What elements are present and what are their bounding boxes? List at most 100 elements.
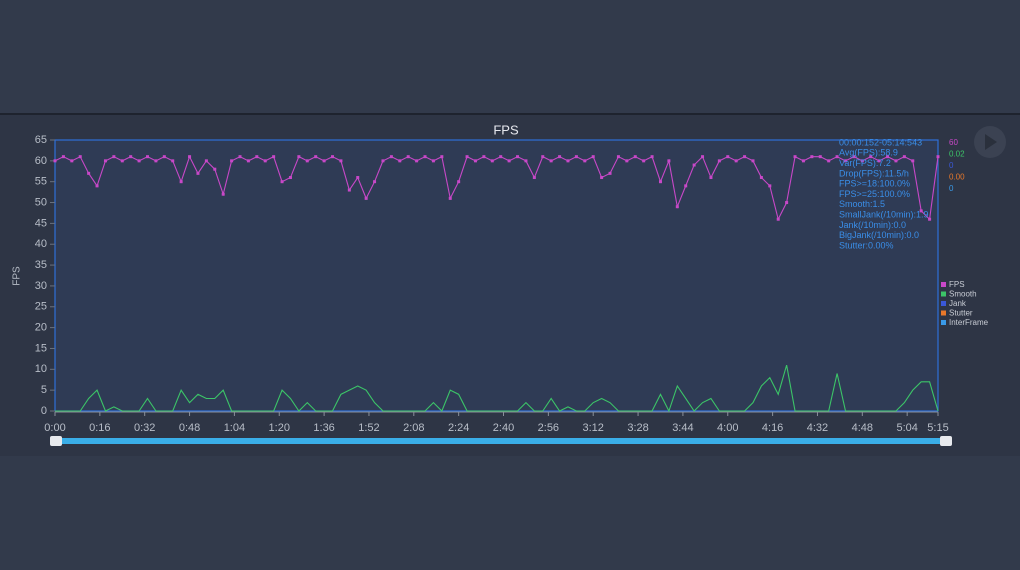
point bbox=[322, 159, 326, 163]
legend-label: InterFrame bbox=[949, 318, 989, 327]
x-tick-label: 2:40 bbox=[493, 422, 514, 434]
legend-swatch bbox=[941, 310, 946, 316]
point bbox=[431, 159, 435, 163]
legend-swatch bbox=[941, 282, 946, 287]
point bbox=[499, 155, 503, 159]
x-tick-label: 0:32 bbox=[134, 422, 155, 434]
point bbox=[818, 155, 822, 159]
point bbox=[423, 155, 427, 159]
point bbox=[549, 159, 553, 163]
point bbox=[751, 159, 755, 163]
point bbox=[204, 159, 208, 163]
range-slider[interactable] bbox=[55, 438, 946, 444]
point bbox=[381, 159, 385, 163]
point bbox=[692, 163, 696, 167]
x-tick-label: 3:28 bbox=[627, 422, 648, 434]
point bbox=[364, 196, 368, 200]
point bbox=[482, 155, 486, 159]
point bbox=[524, 159, 528, 163]
point bbox=[919, 209, 923, 213]
y-tick-label: 30 bbox=[35, 280, 47, 292]
point bbox=[566, 159, 570, 163]
point bbox=[600, 176, 604, 180]
x-tick-label: 0:00 bbox=[44, 422, 65, 434]
point bbox=[305, 159, 309, 163]
point bbox=[902, 155, 906, 159]
point bbox=[103, 159, 107, 163]
point bbox=[852, 155, 856, 159]
point bbox=[120, 159, 124, 163]
point bbox=[516, 155, 520, 159]
point bbox=[389, 155, 393, 159]
slider-handle[interactable] bbox=[50, 436, 62, 446]
point bbox=[743, 155, 747, 159]
point bbox=[759, 176, 763, 180]
point bbox=[936, 155, 940, 159]
plot-area bbox=[54, 139, 939, 412]
slider-handle[interactable] bbox=[940, 436, 952, 446]
stat-line: Drop(FPS):11.5/h bbox=[839, 168, 909, 178]
point bbox=[373, 180, 377, 184]
point bbox=[238, 155, 242, 159]
x-tick-label: 2:08 bbox=[403, 422, 424, 434]
point bbox=[440, 155, 444, 159]
point bbox=[658, 180, 662, 184]
point bbox=[768, 184, 772, 188]
x-tick-label: 2:24 bbox=[448, 422, 469, 434]
point bbox=[642, 159, 646, 163]
point bbox=[280, 180, 284, 184]
point bbox=[734, 159, 738, 163]
point bbox=[616, 155, 620, 159]
point bbox=[465, 155, 469, 159]
current-value: 0.02 bbox=[949, 150, 965, 159]
point bbox=[877, 159, 881, 163]
point bbox=[87, 171, 91, 175]
point bbox=[776, 217, 780, 221]
x-tick-label: 4:16 bbox=[762, 422, 783, 434]
point bbox=[558, 155, 562, 159]
point bbox=[894, 159, 898, 163]
point bbox=[53, 159, 57, 163]
x-tick-label: 0:48 bbox=[179, 422, 200, 434]
point bbox=[406, 155, 410, 159]
point bbox=[928, 217, 932, 221]
point bbox=[213, 167, 217, 171]
point bbox=[255, 155, 259, 159]
point bbox=[701, 155, 705, 159]
y-tick-label: 40 bbox=[35, 238, 47, 250]
stat-line: Jank(/10min):0.0 bbox=[839, 220, 906, 230]
point bbox=[154, 159, 158, 163]
point bbox=[162, 155, 166, 159]
legend-swatch bbox=[941, 301, 946, 306]
point bbox=[331, 155, 335, 159]
point bbox=[70, 159, 74, 163]
stat-line: Smooth:1.5 bbox=[839, 199, 885, 209]
point bbox=[246, 159, 250, 163]
y-tick-label: 55 bbox=[35, 176, 47, 188]
current-value: 0 bbox=[949, 161, 954, 170]
point bbox=[843, 159, 847, 163]
point bbox=[415, 159, 419, 163]
stat-line: FPS>=18:100.0% bbox=[839, 179, 910, 189]
legend-swatch bbox=[941, 320, 946, 325]
point bbox=[869, 155, 873, 159]
point bbox=[356, 176, 360, 180]
x-tick-label: 4:00 bbox=[717, 422, 738, 434]
play-icon bbox=[985, 134, 997, 150]
stat-line: Stutter:0.00% bbox=[839, 240, 894, 250]
stat-line: SmallJank(/10min):1.9 bbox=[839, 209, 929, 219]
point bbox=[490, 159, 494, 163]
point bbox=[608, 171, 612, 175]
x-tick-label: 3:12 bbox=[582, 422, 603, 434]
x-tick-label: 4:32 bbox=[807, 422, 828, 434]
point bbox=[179, 180, 183, 184]
point bbox=[61, 155, 65, 159]
point bbox=[709, 176, 713, 180]
point bbox=[717, 159, 721, 163]
point bbox=[591, 155, 595, 159]
y-tick-label: 65 bbox=[35, 134, 47, 146]
point bbox=[541, 155, 545, 159]
point bbox=[78, 155, 82, 159]
legend-label: Stutter bbox=[949, 309, 973, 318]
